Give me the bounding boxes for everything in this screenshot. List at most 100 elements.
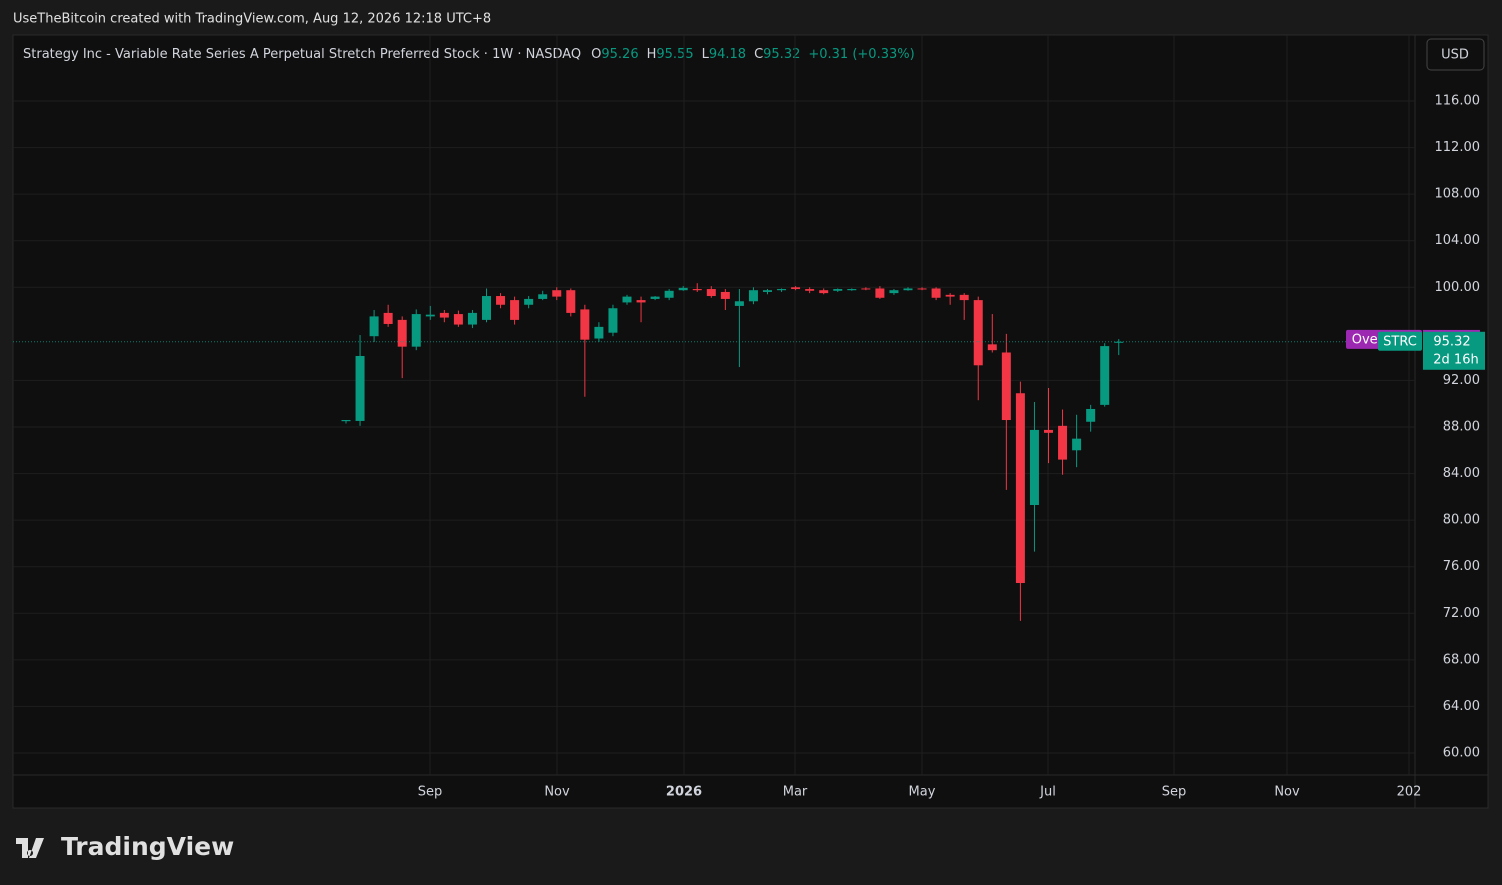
candle-body — [1015, 393, 1025, 584]
candle-body — [622, 296, 632, 303]
ohlc-value: 95.26 — [601, 47, 638, 62]
last-price: 95.32 — [1433, 334, 1470, 349]
y-tick-label: 116.00 — [1435, 94, 1481, 109]
candle-body — [692, 289, 702, 291]
candle-body — [1058, 425, 1068, 460]
candle-body — [763, 290, 772, 292]
ohlc-value: 95.32 — [763, 47, 800, 62]
candle-body — [1044, 429, 1053, 433]
candle-body — [369, 316, 379, 337]
ohlc-value: 95.55 — [656, 47, 693, 62]
candle-body — [748, 290, 758, 302]
candle-body — [341, 420, 351, 422]
candle-body — [636, 300, 646, 303]
y-tick-label: 68.00 — [1443, 652, 1480, 667]
candle-body — [355, 355, 365, 421]
candle-body — [889, 290, 899, 294]
candle-body — [973, 300, 983, 366]
symbol-tag — [1378, 331, 1422, 351]
candle-body — [1100, 346, 1110, 405]
x-tick-label: May — [909, 785, 936, 800]
y-tick-label: 60.00 — [1443, 745, 1480, 760]
candle-body — [650, 296, 660, 299]
ohlc-label: L — [702, 47, 710, 62]
x-tick-label: Nov — [544, 785, 570, 800]
candle-body — [777, 289, 787, 291]
y-tick-label: 76.00 — [1443, 559, 1480, 574]
legend: Strategy Inc - Variable Rate Series A Pe… — [23, 47, 915, 62]
candle-body — [1029, 429, 1039, 506]
symbol-label: STRC — [1383, 334, 1417, 349]
candle-body — [580, 309, 590, 340]
candle-body — [678, 287, 688, 291]
x-tick-label: 202 — [1397, 785, 1422, 800]
candle-body — [496, 296, 506, 305]
candle-body — [875, 288, 885, 298]
x-tick-label: 2026 — [666, 785, 702, 800]
countdown: 2d 16h — [1433, 352, 1478, 367]
currency-label[interactable]: USD — [1441, 48, 1469, 63]
candle-body — [608, 308, 618, 333]
candle-body — [383, 312, 393, 324]
y-tick-label: 100.00 — [1435, 280, 1481, 295]
candle-body — [566, 290, 576, 313]
header: UseTheBitcoin created with TradingView.c… — [13, 12, 491, 27]
candle-body — [903, 288, 913, 291]
candle-body — [945, 294, 955, 297]
logo: TradingView — [16, 832, 234, 861]
candle-body — [510, 300, 520, 320]
candle-body — [931, 288, 941, 298]
candle-body — [552, 290, 562, 297]
candle-body — [861, 288, 871, 290]
candle-body — [917, 288, 927, 290]
candle-body — [734, 301, 744, 306]
currency-button[interactable] — [1426, 38, 1485, 71]
candle-body — [453, 314, 463, 325]
candle-body — [594, 326, 604, 339]
change: +0.31 (+0.33%) — [808, 47, 914, 62]
candle-body — [425, 314, 435, 317]
y-tick-label: 108.00 — [1435, 187, 1481, 202]
candle-body — [1072, 438, 1082, 451]
y-tick-label: 92.00 — [1443, 373, 1480, 388]
candle-body — [1086, 408, 1096, 422]
candle-body — [1114, 341, 1124, 343]
y-tick-label: 84.00 — [1443, 466, 1480, 481]
candle-body — [720, 291, 730, 299]
candle-body — [664, 290, 674, 298]
ohlc-label: C — [754, 47, 763, 62]
y-tick-label: 72.00 — [1443, 606, 1480, 621]
candle-body — [411, 314, 421, 347]
candle-body — [959, 294, 969, 301]
candle-body — [397, 319, 407, 347]
candle-body — [524, 298, 534, 305]
candle-body — [706, 289, 716, 297]
candle-body — [538, 294, 548, 299]
candle-body — [467, 312, 477, 325]
candle-body — [1001, 352, 1011, 421]
candle-body — [847, 289, 857, 291]
y-tick-label: 88.00 — [1443, 420, 1480, 435]
ohlc-label: H — [647, 47, 657, 62]
chart-title: Strategy Inc - Variable Rate Series A Pe… — [23, 47, 915, 62]
y-tick-label: 64.00 — [1443, 699, 1480, 714]
candle-body — [482, 296, 491, 320]
last-price-tag — [1423, 331, 1485, 370]
candle-body — [791, 287, 801, 290]
x-tick-label: Mar — [783, 785, 808, 800]
logo-text: TradingView — [61, 832, 234, 861]
x-tick-label: Sep — [418, 785, 443, 800]
y-tick-label: 80.00 — [1443, 513, 1480, 528]
candle-body — [833, 289, 843, 291]
chart-frame — [12, 34, 1489, 809]
x-tick-label: Sep — [1162, 785, 1187, 800]
candle-body — [439, 312, 449, 318]
x-tick-label: Jul — [1039, 785, 1056, 800]
ohlc-value: 94.18 — [709, 47, 746, 62]
y-tick-label: 112.00 — [1435, 140, 1481, 155]
logo-mark — [16, 838, 44, 858]
candle-body — [805, 289, 815, 291]
ohlc-label: O — [591, 47, 601, 62]
chart-title-text: Strategy Inc - Variable Rate Series A Pe… — [23, 47, 581, 62]
